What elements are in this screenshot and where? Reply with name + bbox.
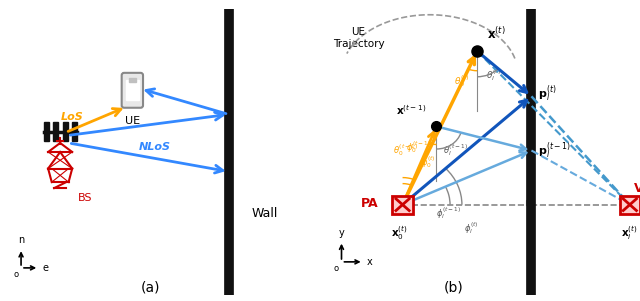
Text: BS: BS [78,193,93,203]
Text: $\phi_0^{(t)}$: $\phi_0^{(t)}$ [421,154,436,170]
Bar [72,122,77,141]
Text: $\phi_0^{(t-1)}$: $\phi_0^{(t-1)}$ [406,139,431,155]
Text: n: n [18,235,24,245]
Text: Wall: Wall [252,207,278,220]
Text: $\mathbf{p}_l^{(t-1)}$: $\mathbf{p}_l^{(t-1)}$ [538,140,572,161]
FancyBboxPatch shape [122,73,143,108]
Text: UE
Trajectory: UE Trajectory [333,27,384,49]
Bar [52,122,58,141]
Text: $\phi_l^{(t)}$: $\phi_l^{(t)}$ [463,221,478,236]
Text: x: x [367,257,372,267]
Text: $\mathbf{p}_l^{(t)}$: $\mathbf{p}_l^{(t)}$ [538,83,557,104]
Text: $\mathbf{x}_l^{(t)}$: $\mathbf{x}_l^{(t)}$ [621,224,638,242]
Text: (a): (a) [141,281,160,295]
Text: $\mathbf{x}^{(t)}$: $\mathbf{x}^{(t)}$ [488,26,506,42]
Text: $\theta_0^{(t-1)}$: $\theta_0^{(t-1)}$ [393,142,418,158]
Text: $\theta_0^{(t)}$: $\theta_0^{(t)}$ [454,73,468,89]
Text: $\theta_l^{(t)}$: $\theta_l^{(t)}$ [486,67,500,83]
Bar [63,122,68,141]
Bar [44,122,49,141]
Text: e: e [42,263,48,273]
Text: UE: UE [125,116,140,126]
Text: LoS: LoS [61,112,84,123]
Text: VA$_l$: VA$_l$ [633,182,640,197]
Text: $\theta_l^{(t-1)}$: $\theta_l^{(t-1)}$ [444,142,468,158]
Text: NLoS: NLoS [138,142,170,153]
Text: (b): (b) [444,281,463,295]
Bar [620,196,640,214]
Bar [126,80,138,100]
Bar [392,196,413,214]
Text: o: o [333,264,339,273]
Text: $\mathbf{x}_0^{(t)}$: $\mathbf{x}_0^{(t)}$ [391,224,408,242]
Text: y: y [339,228,344,238]
Text: o: o [13,270,19,279]
Text: PA: PA [361,197,379,210]
Bar [129,78,136,82]
Text: $\mathbf{x}^{(t-1)}$: $\mathbf{x}^{(t-1)}$ [396,104,426,117]
Text: $\phi_l^{(t-1)}$: $\phi_l^{(t-1)}$ [436,206,462,221]
